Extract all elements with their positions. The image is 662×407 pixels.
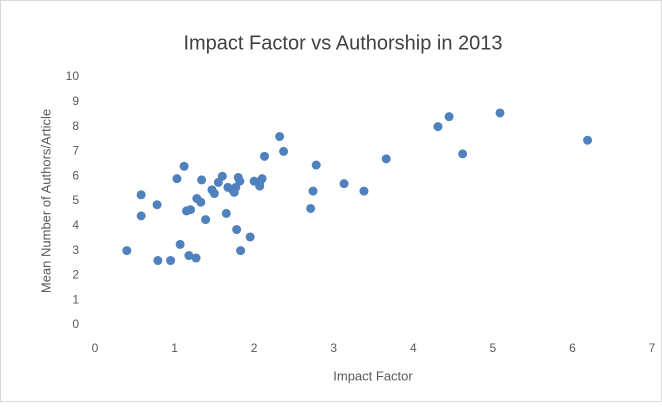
x-tick-label: 6 [569,341,576,355]
point [166,256,176,266]
point [255,181,265,191]
point [197,175,207,185]
point [308,186,318,196]
point [359,186,369,196]
x-tick-label: 0 [92,341,99,355]
point [444,112,454,122]
point [153,256,163,266]
y-axis-label: Mean Number of Authors/Article [38,109,53,293]
point [179,161,189,171]
point [257,174,267,184]
point [175,239,185,249]
x-tick-label: 3 [330,341,337,355]
y-tick-label: 0 [72,317,79,331]
y-tick-label: 2 [72,268,79,282]
point [191,253,201,263]
y-tick-label: 1 [72,292,79,306]
point [217,171,227,181]
point [136,190,146,200]
y-tick-label: 5 [72,193,79,207]
point [583,135,593,145]
point [339,179,349,189]
point [201,215,211,225]
point [221,208,231,218]
point [495,108,505,118]
point [236,246,246,256]
y-tick-label: 6 [72,168,79,182]
x-tick-label: 5 [490,341,497,355]
x-tick-label: 2 [251,341,258,355]
x-tick-label: 1 [171,341,178,355]
y-tick-label: 9 [72,94,79,108]
x-tick-label: 4 [410,341,417,355]
point [122,246,132,256]
point [458,149,468,159]
x-axis-label: Impact Factor [333,368,413,383]
point [152,200,162,210]
point [279,146,289,156]
y-tick-label: 3 [72,243,79,257]
point [245,232,255,242]
point [306,203,316,213]
point [433,122,443,132]
y-tick-label: 4 [72,218,79,232]
point [311,160,321,170]
y-tick-label: 10 [66,69,80,83]
point [136,211,146,221]
y-tick-label: 7 [72,144,79,158]
chart-title: Impact Factor vs Authorship in 2013 [183,32,502,54]
point [259,151,269,161]
point [172,174,182,184]
point [184,251,194,261]
point [381,154,391,164]
point [185,205,195,215]
y-tick-label: 8 [72,119,79,133]
point [232,225,242,235]
point [235,176,245,186]
point [275,132,285,142]
point [209,189,219,199]
x-tick-label: 7 [649,341,656,355]
point [196,197,206,207]
